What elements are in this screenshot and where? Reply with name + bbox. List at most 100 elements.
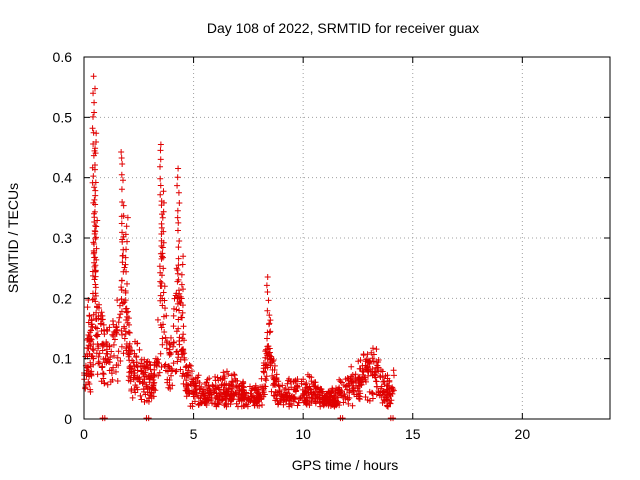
- data-point: [323, 390, 330, 397]
- data-point: [168, 365, 175, 372]
- data-point: [138, 396, 145, 403]
- data-point: [159, 214, 166, 221]
- data-point: [373, 383, 380, 390]
- data-point: [211, 385, 218, 392]
- data-point: [93, 350, 100, 357]
- data-point: [118, 343, 125, 350]
- data-point: [91, 276, 98, 283]
- data-point: [285, 377, 292, 384]
- data-point: [188, 368, 195, 375]
- data-point: [170, 312, 177, 319]
- data-point: [159, 295, 166, 302]
- data-point: [160, 265, 167, 272]
- data-point: [305, 389, 312, 396]
- data-point: [134, 340, 141, 347]
- data-point: [103, 343, 110, 350]
- data-point: [174, 270, 181, 277]
- data-point: [151, 359, 158, 366]
- data-point: [384, 372, 391, 379]
- data-point: [92, 273, 99, 280]
- data-point: [389, 390, 396, 397]
- data-point: [94, 371, 101, 378]
- data-point: [375, 357, 382, 364]
- data-point: [174, 227, 181, 234]
- data-point: [356, 396, 363, 403]
- data-point: [106, 342, 113, 349]
- data-point: [131, 386, 138, 393]
- data-point: [122, 231, 129, 238]
- data-point: [122, 254, 129, 261]
- data-point: [118, 296, 125, 303]
- data-point: [194, 374, 201, 381]
- data-point: [123, 347, 130, 354]
- data-point: [157, 350, 164, 357]
- data-point: [110, 332, 117, 339]
- data-point: [122, 297, 129, 304]
- x-tick-label: 0: [80, 426, 88, 442]
- data-point: [280, 401, 287, 408]
- data-point: [379, 399, 386, 406]
- data-point: [98, 364, 105, 371]
- data-point: [247, 383, 254, 390]
- data-point: [176, 238, 183, 245]
- data-points: [81, 73, 397, 422]
- data-point: [129, 357, 136, 364]
- data-point: [91, 184, 98, 191]
- data-point: [371, 371, 378, 378]
- data-point: [92, 222, 99, 229]
- data-point: [104, 381, 111, 388]
- y-tick-label: 0.1: [53, 351, 73, 367]
- data-point: [190, 379, 197, 386]
- data-point: [230, 390, 237, 397]
- data-point: [336, 384, 343, 391]
- data-point: [159, 341, 166, 348]
- data-point: [366, 388, 373, 395]
- data-point: [119, 300, 126, 307]
- data-point: [173, 328, 180, 335]
- data-point: [263, 377, 270, 384]
- data-point: [340, 399, 347, 406]
- data-point: [263, 362, 270, 369]
- data-point: [303, 385, 310, 392]
- data-point: [358, 375, 365, 382]
- data-point: [119, 259, 126, 266]
- data-point: [212, 373, 219, 380]
- data-point: [106, 324, 113, 331]
- data-point: [222, 394, 229, 401]
- data-point: [157, 278, 164, 285]
- data-point: [170, 339, 177, 346]
- data-point: [179, 335, 186, 342]
- data-point: [316, 399, 323, 406]
- y-tick-label: 0.6: [53, 49, 73, 65]
- data-point: [331, 396, 338, 403]
- data-point: [110, 364, 117, 371]
- data-point: [159, 254, 166, 261]
- data-point: [369, 390, 376, 397]
- data-point: [366, 359, 373, 366]
- data-point: [318, 389, 325, 396]
- data-point: [362, 378, 369, 385]
- data-point: [92, 192, 99, 199]
- data-point: [104, 327, 111, 334]
- data-point: [121, 325, 128, 332]
- data-point: [88, 372, 95, 379]
- data-point: [315, 391, 322, 398]
- data-point: [388, 397, 395, 404]
- data-point: [158, 280, 165, 287]
- data-point: [118, 154, 125, 161]
- data-point: [93, 309, 100, 316]
- data-point: [381, 378, 388, 385]
- data-point: [175, 244, 182, 251]
- data-point: [195, 402, 202, 409]
- data-point: [84, 304, 91, 311]
- data-point: [271, 366, 278, 373]
- data-point: [177, 356, 184, 363]
- axis-ticks: [83, 56, 610, 420]
- data-point: [118, 308, 125, 315]
- data-point: [123, 223, 130, 230]
- data-point: [362, 365, 369, 372]
- data-point: [178, 281, 185, 288]
- data-point: [223, 388, 230, 395]
- data-point: [113, 324, 120, 331]
- data-point: [91, 109, 98, 116]
